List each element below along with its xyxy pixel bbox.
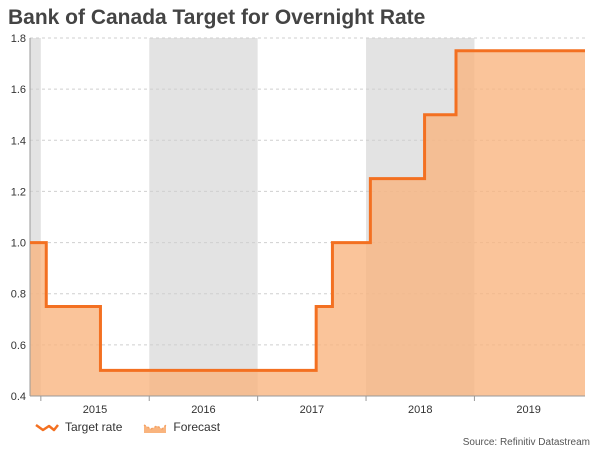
y-tick-label: 0.8 (11, 289, 26, 301)
legend-item-forecast: Forecast (142, 420, 220, 434)
y-tick-label: 1.2 (11, 186, 26, 198)
y-tick-label: 1.0 (11, 238, 26, 250)
x-tick-label: 2017 (300, 404, 324, 416)
target-rate-line (30, 49, 585, 372)
legend-item-target-rate: Target rate (34, 420, 122, 434)
axes (29, 38, 585, 401)
y-tick-label: 1.6 (11, 84, 26, 96)
target-rate-line-group (30, 49, 585, 372)
tick-labels: 0.4 0.6 0.8 1.0 1.2 1.4 1.6 1.8 2015 2016 2017 2018… (11, 33, 541, 416)
x-tick-label: 2016 (191, 404, 215, 416)
x-tick-label: 2019 (516, 404, 540, 416)
x-tick-label: 2018 (408, 404, 432, 416)
shaded-band-0 (30, 38, 41, 396)
x-tick-label: 2015 (83, 404, 107, 416)
y-tick-label: 0.6 (11, 340, 26, 352)
legend: Target rate Forecast (34, 419, 240, 435)
forecast-swatch-icon (144, 424, 167, 433)
y-tick-label: 1.4 (11, 135, 26, 147)
legend-label-target-rate: Target rate (65, 420, 123, 434)
y-tick-label: 1.8 (11, 33, 26, 45)
forecast-area-group (30, 50, 585, 397)
source-note: Source: Refinitiv Datastream (462, 437, 590, 448)
shaded-band-1 (149, 38, 258, 396)
legend-label-forecast: Forecast (173, 420, 221, 434)
chart-title: Bank of Canada Target for Overnight Rate (8, 6, 426, 29)
y-tick-label: 0.4 (11, 391, 26, 403)
target-rate-swatch-icon (35, 423, 59, 432)
forecast-area (30, 50, 585, 397)
